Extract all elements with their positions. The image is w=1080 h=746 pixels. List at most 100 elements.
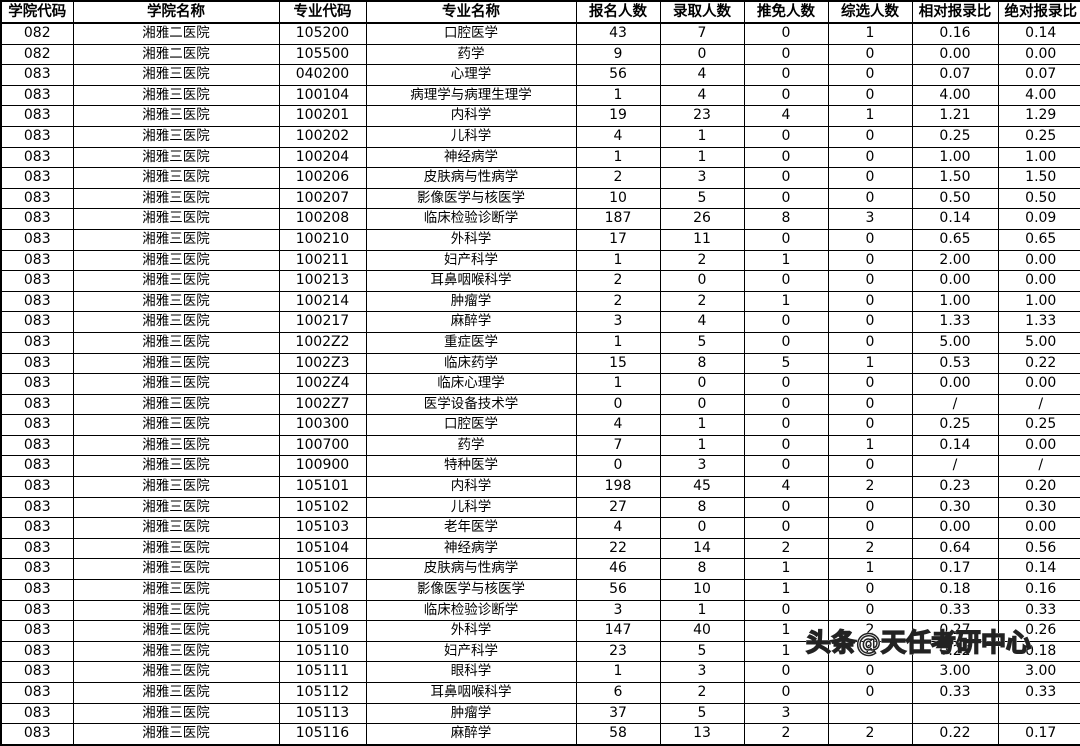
cell-college-code[interactable]: 083 <box>0 496 74 519</box>
cell-relative-ratio[interactable]: 0.27 <box>911 620 999 642</box>
cell-absolute-ratio[interactable]: 1.33 <box>997 311 1080 333</box>
cell-recommended[interactable]: 0 <box>743 393 829 416</box>
cell-relative-ratio[interactable]: 1.33 <box>911 311 999 333</box>
cell-admitted[interactable]: 11 <box>659 228 745 251</box>
cell-college-code[interactable]: 083 <box>0 84 74 107</box>
cell-college-name[interactable]: 湘雅三医院 <box>72 311 280 333</box>
cell-admitted[interactable]: 2 <box>659 682 745 704</box>
cell-major-code[interactable]: 100207 <box>278 187 367 210</box>
cell-admitted[interactable]: 1 <box>659 125 745 148</box>
cell-applicants[interactable]: 22 <box>575 537 661 560</box>
cell-college-name[interactable]: 湘雅三医院 <box>72 723 280 746</box>
table-row[interactable]: 083 湘雅三医院 100202 儿科学 4 1 0 0 0.25 0.25 <box>0 125 1080 148</box>
cell-admitted[interactable]: 1 <box>659 434 745 457</box>
cell-relative-ratio[interactable]: 0.14 <box>911 434 999 457</box>
cell-college-code[interactable]: 083 <box>0 270 74 292</box>
cell-recommended[interactable]: 2 <box>743 723 829 746</box>
cell-recommended[interactable]: 0 <box>743 228 829 251</box>
cell-recommended[interactable]: 0 <box>743 331 829 354</box>
cell-recommended[interactable]: 1 <box>743 579 829 601</box>
table-row[interactable]: 083 湘雅三医院 105103 老年医学 4 0 0 0 0.00 0.00 <box>0 517 1080 539</box>
cell-college-name[interactable]: 湘雅三医院 <box>72 146 280 169</box>
cell-applicants[interactable]: 9 <box>575 43 661 66</box>
cell-comprehensive[interactable]: 0 <box>827 228 913 251</box>
cell-absolute-ratio[interactable]: / <box>997 455 1080 478</box>
cell-recommended[interactable]: 0 <box>743 84 829 107</box>
cell-major-name[interactable]: 神经病学 <box>365 146 577 169</box>
cell-college-code[interactable]: 083 <box>0 187 74 210</box>
cell-recommended[interactable]: 4 <box>743 105 829 127</box>
cell-admitted[interactable]: 13 <box>659 723 745 746</box>
cell-applicants[interactable]: 0 <box>575 393 661 416</box>
cell-major-code[interactable]: 105109 <box>278 620 367 642</box>
cell-major-name[interactable]: 口腔医学 <box>365 22 577 45</box>
cell-absolute-ratio[interactable]: 0.22 <box>997 352 1080 375</box>
cell-admitted[interactable]: 0 <box>659 270 745 292</box>
table-row[interactable]: 083 湘雅三医院 105113 肿瘤学 37 5 3 <box>0 702 1080 725</box>
cell-major-name[interactable]: 内科学 <box>365 476 577 498</box>
cell-recommended[interactable]: 0 <box>743 146 829 169</box>
cell-comprehensive[interactable]: 1 <box>827 434 913 457</box>
cell-admitted[interactable]: 3 <box>659 167 745 189</box>
cell-applicants[interactable]: 1 <box>575 84 661 107</box>
cell-college-name[interactable]: 湘雅三医院 <box>72 496 280 519</box>
cell-comprehensive[interactable]: 0 <box>827 146 913 169</box>
cell-applicants[interactable]: 2 <box>575 270 661 292</box>
table-row[interactable]: 083 湘雅三医院 105110 妇产科学 23 5 1 0 0.22 0.18 <box>0 640 1080 663</box>
cell-comprehensive[interactable]: 0 <box>827 682 913 704</box>
cell-applicants[interactable]: 17 <box>575 228 661 251</box>
cell-college-code[interactable]: 083 <box>0 640 74 663</box>
cell-relative-ratio[interactable]: 5.00 <box>911 331 999 354</box>
cell-comprehensive[interactable]: 1 <box>827 558 913 581</box>
cell-college-name[interactable]: 湘雅三医院 <box>72 125 280 148</box>
cell-recommended[interactable]: 1 <box>743 290 829 313</box>
cell-relative-ratio[interactable]: 0.14 <box>911 208 999 230</box>
cell-comprehensive[interactable]: 0 <box>827 393 913 416</box>
cell-applicants[interactable]: 46 <box>575 558 661 581</box>
cell-college-code[interactable]: 083 <box>0 228 74 251</box>
cell-major-code[interactable]: 1002Z3 <box>278 352 367 375</box>
cell-college-code[interactable]: 083 <box>0 579 74 601</box>
cell-major-code[interactable]: 100210 <box>278 228 367 251</box>
cell-major-code[interactable]: 105111 <box>278 661 367 683</box>
cell-applicants[interactable]: 56 <box>575 579 661 601</box>
cell-college-name[interactable]: 湘雅三医院 <box>72 640 280 663</box>
table-row[interactable]: 083 湘雅三医院 1002Z7 医学设备技术学 0 0 0 0// <box>0 393 1080 416</box>
cell-college-code[interactable]: 083 <box>0 476 74 498</box>
cell-recommended[interactable]: 2 <box>743 537 829 560</box>
cell-college-name[interactable]: 湘雅三医院 <box>72 393 280 416</box>
cell-admitted[interactable]: 1 <box>659 414 745 436</box>
cell-relative-ratio[interactable]: 0.64 <box>911 537 999 560</box>
cell-comprehensive[interactable]: 0 <box>827 414 913 436</box>
table-row[interactable]: 083 湘雅三医院 100210 外科学 17 11 0 0 0.65 0.65 <box>0 228 1080 251</box>
cell-college-name[interactable]: 湘雅三医院 <box>72 517 280 539</box>
cell-recommended[interactable]: 0 <box>743 43 829 66</box>
cell-college-code[interactable]: 083 <box>0 167 74 189</box>
cell-major-name[interactable]: 医学设备技术学 <box>365 393 577 416</box>
cell-relative-ratio[interactable]: 1.21 <box>911 105 999 127</box>
cell-college-name[interactable]: 湘雅三医院 <box>72 373 280 395</box>
column-header-major-name[interactable]: 专业名称 <box>365 0 577 24</box>
cell-absolute-ratio[interactable]: 0.14 <box>997 558 1080 581</box>
cell-recommended[interactable]: 1 <box>743 558 829 581</box>
cell-comprehensive[interactable]: 0 <box>827 640 913 663</box>
cell-absolute-ratio[interactable]: 0.00 <box>997 517 1080 539</box>
cell-major-name[interactable]: 外科学 <box>365 620 577 642</box>
table-row[interactable]: 083 湘雅三医院 105102 儿科学 27 8 0 0 0.30 0.30 <box>0 496 1080 519</box>
table-row[interactable]: 083 湘雅三医院 100900 特种医学 0 3 0 0// <box>0 455 1080 478</box>
table-row[interactable]: 082 湘雅二医院 105200 口腔医学 43 7 0 1 0.16 0.14 <box>0 22 1080 45</box>
table-row[interactable]: 082 湘雅二医院 105500 药学 9 0 0 0 0.00 0.00 <box>0 43 1080 66</box>
cell-absolute-ratio[interactable]: 0.14 <box>997 22 1080 45</box>
cell-comprehensive[interactable]: 2 <box>827 537 913 560</box>
cell-absolute-ratio[interactable]: 0.65 <box>997 228 1080 251</box>
cell-comprehensive[interactable]: 2 <box>827 476 913 498</box>
cell-comprehensive[interactable]: 0 <box>827 661 913 683</box>
cell-relative-ratio[interactable]: 0.16 <box>911 22 999 45</box>
cell-college-code[interactable]: 083 <box>0 146 74 169</box>
cell-major-code[interactable]: 105101 <box>278 476 367 498</box>
cell-recommended[interactable]: 0 <box>743 187 829 210</box>
cell-applicants[interactable]: 187 <box>575 208 661 230</box>
cell-absolute-ratio[interactable]: 0.30 <box>997 496 1080 519</box>
cell-applicants[interactable]: 198 <box>575 476 661 498</box>
cell-major-code[interactable]: 100900 <box>278 455 367 478</box>
